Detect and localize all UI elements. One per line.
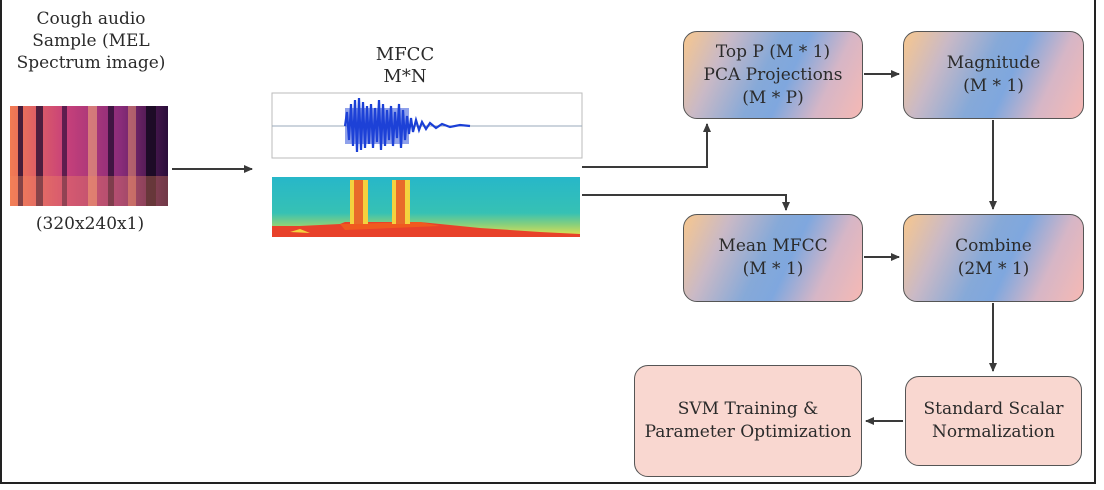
mean-mfcc-line: Mean MFCC	[718, 236, 828, 256]
pca-projections-box: Top P (M * 1) PCA Projections (M * P)	[683, 31, 863, 119]
combine-line: Combine	[955, 236, 1032, 256]
input-size-label: (320x240x1)	[35, 214, 145, 234]
magnitude-line: Magnitude	[946, 53, 1041, 73]
combine-box: Combine (2M * 1)	[903, 214, 1084, 302]
input-title-line: Cough audio	[36, 9, 146, 29]
mean-mfcc-box: Mean MFCC (M * 1)	[683, 214, 863, 302]
svm-line: SVM Training &	[677, 399, 819, 419]
normalization-line: Normalization	[932, 422, 1055, 442]
normalization-box: Standard Scalar Normalization	[905, 376, 1082, 466]
magnitude-line: (M * 1)	[963, 76, 1024, 96]
input-title: Cough audio Sample (MEL Spectrum image)	[2, 8, 180, 74]
normalization-line: Standard Scalar	[923, 399, 1064, 419]
pca-line: Top P (M * 1)	[715, 41, 831, 62]
combine-line: (2M * 1)	[957, 259, 1030, 279]
mean-mfcc-line: (M * 1)	[742, 259, 804, 279]
mfcc-title: MFCC M*N	[360, 44, 450, 88]
input-title-line: Sample (MEL	[32, 31, 150, 51]
mfcc-title-line: M*N	[383, 66, 427, 87]
magnitude-box: Magnitude (M * 1)	[903, 31, 1084, 119]
mfcc-title-line: MFCC	[375, 44, 435, 65]
svm-line: Parameter Optimization	[644, 422, 852, 442]
pca-line: (M * P)	[742, 87, 804, 108]
svm-training-box: SVM Training & Parameter Optimization	[634, 365, 862, 477]
input-title-line: Spectrum image)	[16, 53, 166, 73]
pca-line: PCA Projections	[703, 64, 843, 85]
